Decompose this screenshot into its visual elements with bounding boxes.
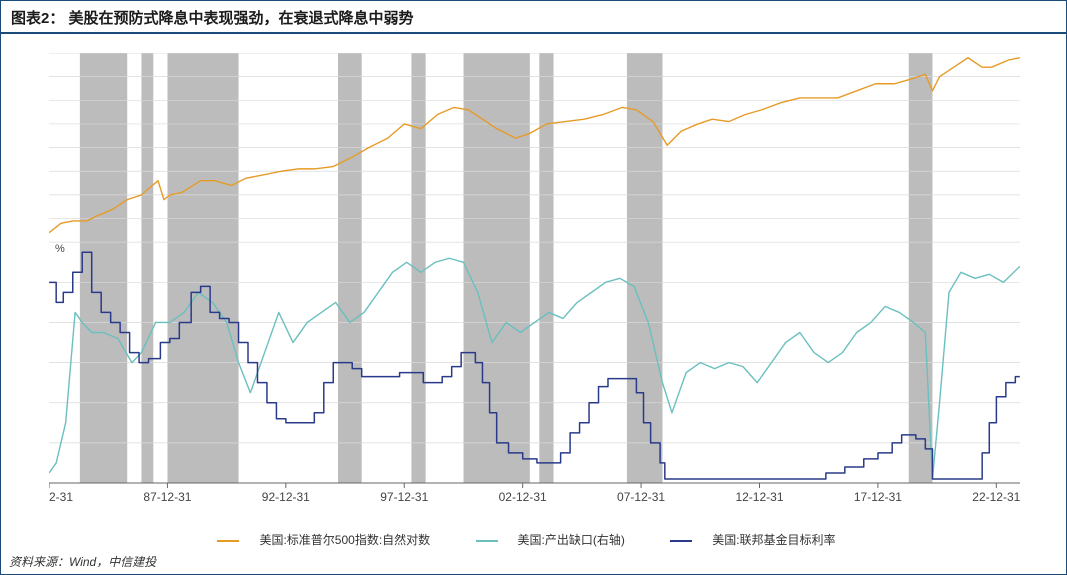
legend-item-fed-funds: 美国:联邦基金目标利率 [670, 533, 849, 547]
svg-text:92-12-31: 92-12-31 [262, 490, 310, 504]
legend: 美国:标准普尔500指数:自然对数 美国:产出缺口(右轴) 美国:联邦基金目标利… [1, 531, 1066, 548]
svg-text:%: % [55, 243, 65, 255]
svg-text:87-12-31: 87-12-31 [143, 490, 191, 504]
figure-frame: 图表2： 美股在预防式降息中表现强劲，在衰退式降息中弱势 4.54.55.05.… [0, 0, 1067, 575]
legend-item-sp500: 美国:标准普尔500指数:自然对数 [217, 533, 444, 547]
svg-text:97-12-31: 97-12-31 [380, 490, 428, 504]
chart-title: 图表2： 美股在预防式降息中表现强劲，在衰退式降息中弱势 [1, 1, 1066, 34]
svg-text:17-12-31: 17-12-31 [854, 490, 902, 504]
legend-item-output-gap: 美国:产出缺口(右轴) [476, 533, 639, 547]
svg-text:82-12-31: 82-12-31 [49, 490, 73, 504]
svg-text:12-12-31: 12-12-31 [735, 490, 783, 504]
svg-text:07-12-31: 07-12-31 [617, 490, 665, 504]
chart-area: 4.54.55.05.05.55.56.06.06.56.57.07.07.57… [49, 53, 1018, 510]
chart-svg: 4.54.55.05.05.55.56.06.06.56.57.07.07.57… [49, 53, 1020, 512]
svg-text:22-12-31: 22-12-31 [972, 490, 1020, 504]
svg-text:02-12-31: 02-12-31 [499, 490, 547, 504]
source-note: 资料来源：Wind，中信建投 [9, 553, 156, 570]
